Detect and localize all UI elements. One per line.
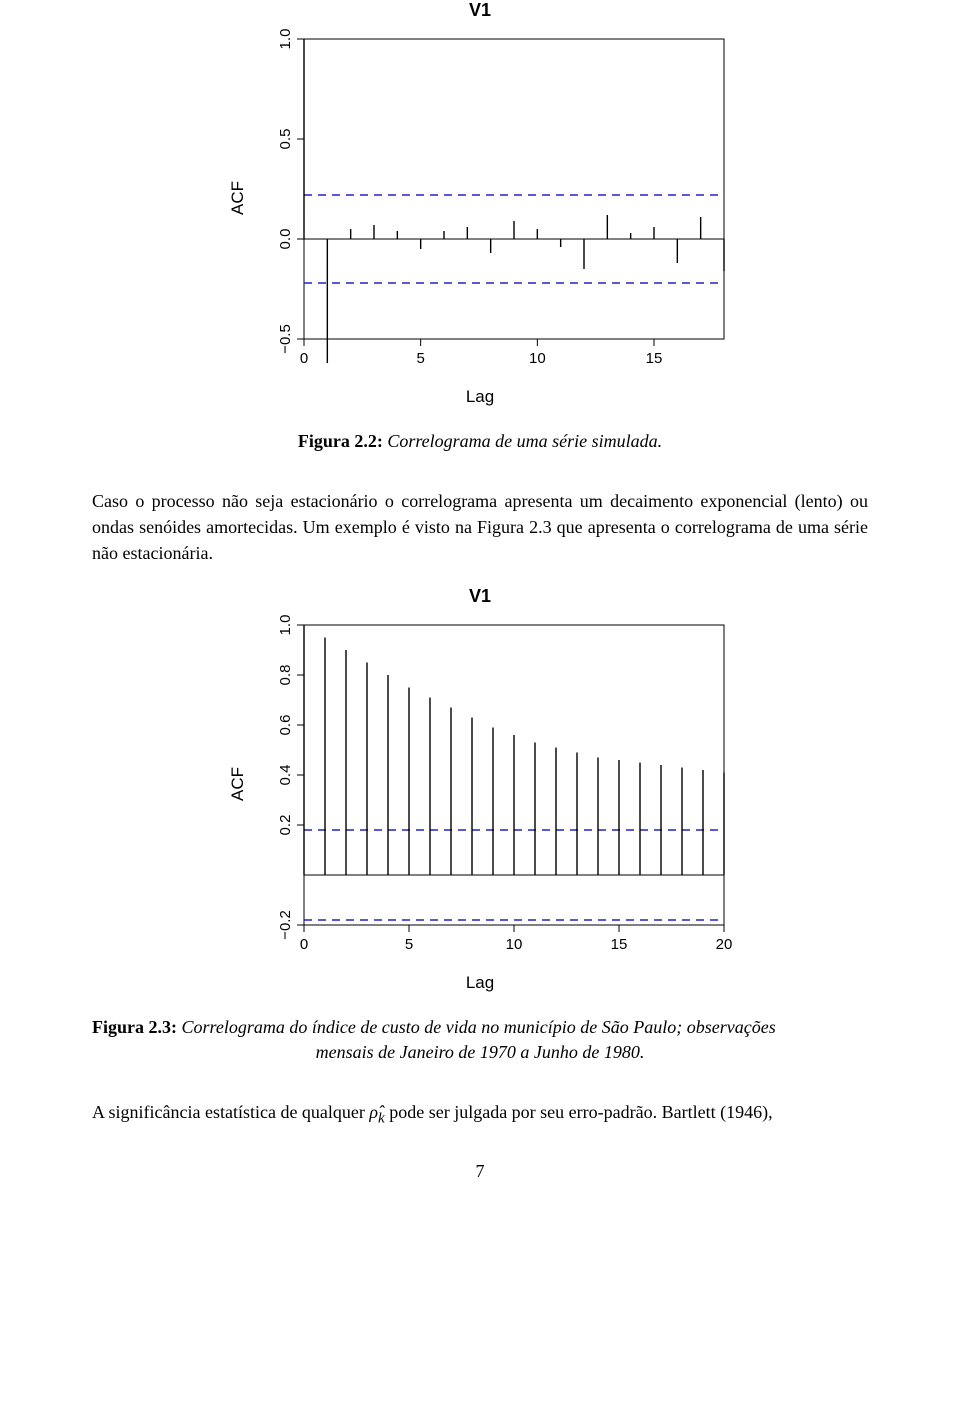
chart2-svg: 0 5 10 15 20 −0.2 0.2 0.4 0.6 0.8 1.0 xyxy=(249,615,734,965)
svg-text:0: 0 xyxy=(299,350,307,367)
fig1-num: Figura 2.2: xyxy=(298,431,383,451)
svg-text:10: 10 xyxy=(528,350,545,367)
fig2-text1: Correlograma do índice de custo de vida … xyxy=(182,1017,776,1037)
svg-text:0: 0 xyxy=(299,936,307,953)
svg-text:10: 10 xyxy=(505,936,522,953)
chart2-xlabel: Lag xyxy=(92,973,868,993)
svg-text:20: 20 xyxy=(715,936,732,953)
svg-text:15: 15 xyxy=(645,350,662,367)
svg-text:0.0: 0.0 xyxy=(276,229,293,250)
para2-post: pode ser julgada por seu erro-padrão. Ba… xyxy=(385,1102,773,1122)
para2-pre: A significância estatística de qualquer xyxy=(92,1102,369,1122)
para2-math: ρ̂k xyxy=(369,1102,384,1122)
svg-text:0.8: 0.8 xyxy=(276,665,293,686)
chart1-ylabel: ACF xyxy=(228,193,248,215)
fig1-text: Correlograma de uma série simulada. xyxy=(387,431,662,451)
svg-text:0.2: 0.2 xyxy=(276,815,293,836)
svg-text:5: 5 xyxy=(416,350,424,367)
chart1-xlabel: Lag xyxy=(92,387,868,407)
acf-chart-2: V1 ACF 0 5 10 15 20 −0.2 0.2 0.4 0.6 0.8 1.0 Lag xyxy=(92,586,868,993)
svg-text:1.0: 1.0 xyxy=(276,615,293,635)
svg-text:15: 15 xyxy=(610,936,627,953)
svg-text:−0.2: −0.2 xyxy=(276,910,293,940)
svg-text:0.5: 0.5 xyxy=(276,129,293,150)
figure-caption-1: Figura 2.2: Correlograma de uma série si… xyxy=(92,431,868,452)
chart2-title: V1 xyxy=(92,586,868,607)
figure-caption-2: Figura 2.3: Correlograma do índice de cu… xyxy=(92,1017,868,1063)
chart1-svg: 0 5 10 15 −0.5 0.0 0.5 1.0 xyxy=(249,29,734,379)
body-paragraph-1: Caso o processo não seja estacionário o … xyxy=(92,488,868,566)
svg-text:5: 5 xyxy=(404,936,412,953)
acf-chart-1: V1 ACF 0 5 10 15 −0.5 0.0 0.5 1.0 Lag xyxy=(92,0,868,407)
svg-text:−0.5: −0.5 xyxy=(276,324,293,354)
svg-text:0.6: 0.6 xyxy=(276,715,293,736)
fig2-num: Figura 2.3: xyxy=(92,1017,177,1037)
body-paragraph-2: A significância estatística de qualquer … xyxy=(92,1099,868,1130)
chart2-ylabel: ACF xyxy=(228,779,248,801)
svg-text:1.0: 1.0 xyxy=(276,29,293,49)
page-number: 7 xyxy=(92,1161,868,1182)
svg-text:0.4: 0.4 xyxy=(276,765,293,786)
chart1-title: V1 xyxy=(92,0,868,21)
fig2-text2: mensais de Janeiro de 1970 a Junho de 19… xyxy=(92,1042,868,1063)
